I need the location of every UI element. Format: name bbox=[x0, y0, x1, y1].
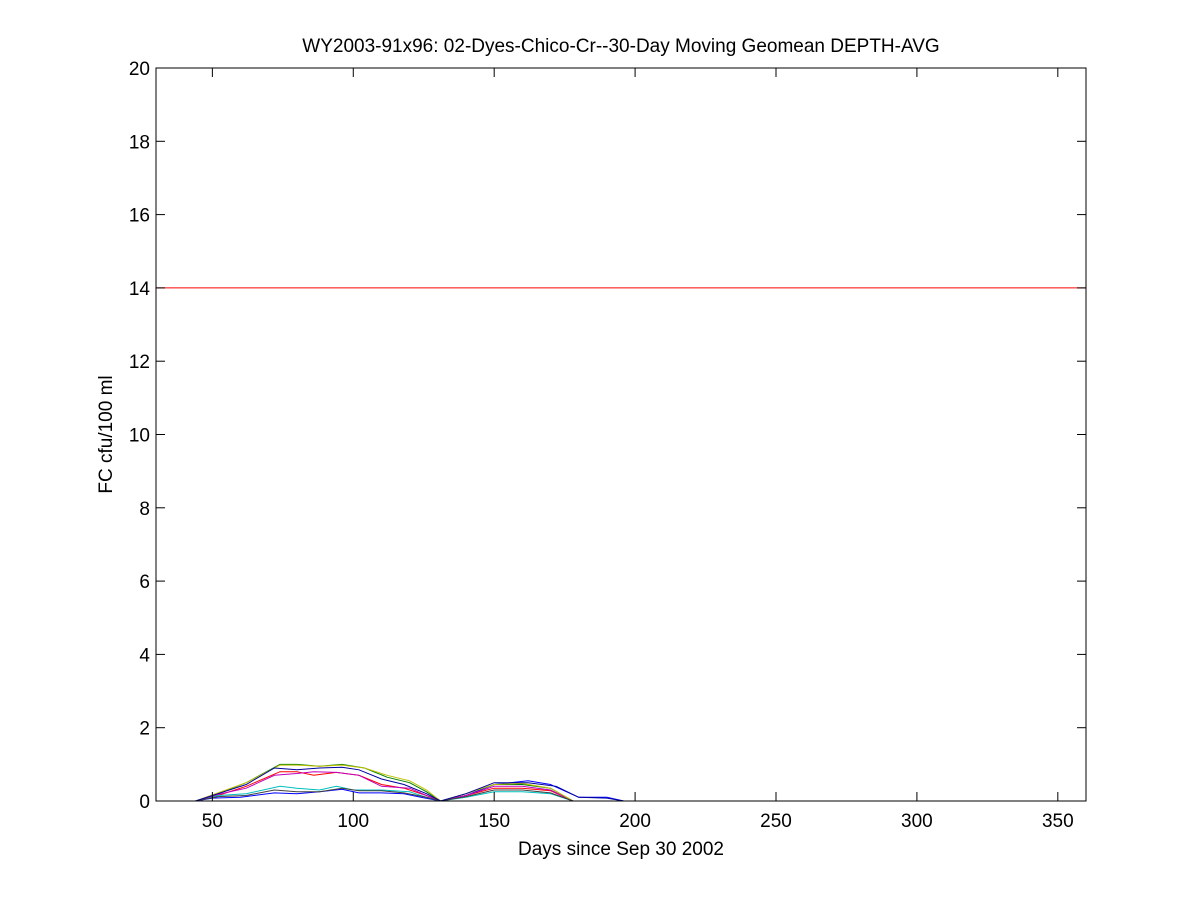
y-axis-ticks: 0 2 4 6 8 10 12 14 16 18 20 bbox=[129, 59, 1086, 813]
x-tick-label: 100 bbox=[337, 811, 369, 832]
series-line-4 bbox=[195, 785, 574, 802]
x-tick-label: 350 bbox=[1042, 811, 1074, 832]
series-line-8 bbox=[195, 766, 624, 802]
x-tick-label: 150 bbox=[478, 811, 510, 832]
y-tick-label: 6 bbox=[139, 572, 150, 593]
chart-title: WY2003-91x96: 02-Dyes-Chico-Cr--30-Day M… bbox=[302, 36, 939, 57]
x-tick-label: 250 bbox=[760, 811, 792, 832]
series-line-5 bbox=[195, 771, 574, 802]
series-layer bbox=[195, 763, 624, 802]
y-tick-label: 0 bbox=[139, 792, 150, 813]
x-axis-ticks: 50 100 150 200 250 300 350 bbox=[202, 68, 1074, 832]
series-line-1 bbox=[195, 780, 624, 802]
y-tick-label: 20 bbox=[129, 59, 150, 80]
y-tick-label: 8 bbox=[139, 499, 150, 520]
x-tick-label: 50 bbox=[202, 811, 223, 832]
x-tick-label: 200 bbox=[619, 811, 651, 832]
y-tick-label: 10 bbox=[129, 426, 150, 447]
y-tick-label: 18 bbox=[129, 132, 150, 153]
y-tick-label: 14 bbox=[129, 279, 151, 300]
plot-area bbox=[156, 68, 1086, 801]
y-axis-label: FC cfu/100 ml bbox=[96, 375, 117, 493]
x-axis-label: Days since Sep 30 2002 bbox=[518, 839, 724, 860]
y-tick-label: 12 bbox=[129, 352, 150, 373]
x-tick-label: 300 bbox=[901, 811, 933, 832]
series-line-7 bbox=[195, 787, 574, 802]
y-tick-label: 16 bbox=[129, 206, 150, 227]
y-tick-label: 2 bbox=[139, 719, 150, 740]
series-line-3 bbox=[195, 771, 574, 802]
y-tick-label: 4 bbox=[139, 645, 150, 666]
